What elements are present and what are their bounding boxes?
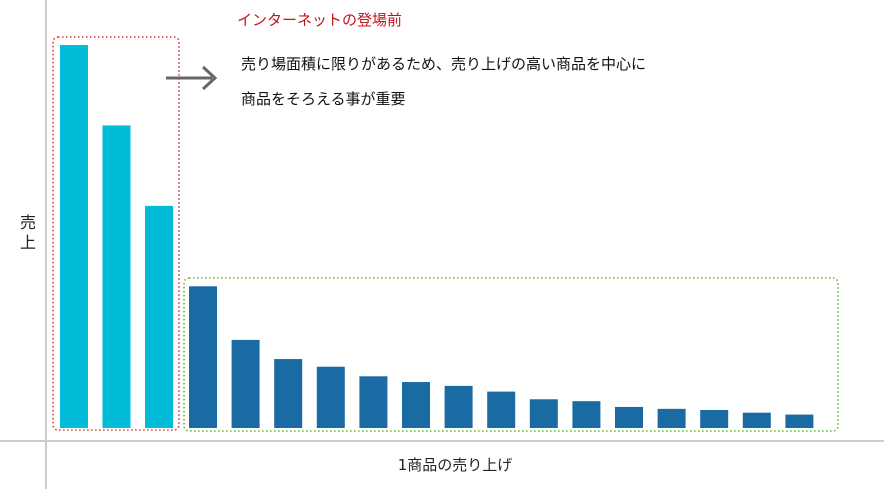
callout-arrow-icon [166,65,218,91]
y-axis-label: 売上 [20,213,36,252]
tail-bar [189,286,217,428]
tail-bar [615,406,643,428]
tail-bar [657,408,686,428]
bars [60,45,814,429]
tail-bar [274,359,303,428]
tail-bar [700,409,729,428]
tail-bar [402,382,430,428]
tail-bar [487,391,516,428]
tail-bar [359,376,388,428]
tail-bar [231,339,260,428]
tail-bar [572,401,601,428]
tail-bar [742,412,771,428]
head-bar [60,45,88,428]
head-highlight-box [52,36,180,431]
x-axis-label: 1商品の売り上げ [398,456,513,474]
tail-bar [785,414,814,428]
tail-bar [444,385,473,428]
head-bar [145,205,173,428]
tail-bar [529,399,558,428]
callout-title: インターネットの登場前 [237,11,402,29]
callout-line-1: 売り場面積に限りがあるため、売り上げの高い商品を中心に [241,55,646,73]
head-bar [102,125,131,429]
tail-bar [316,366,345,428]
callout-line-2: 商品をそろえる事が重要 [241,90,406,108]
tail-highlight-box [183,277,839,432]
